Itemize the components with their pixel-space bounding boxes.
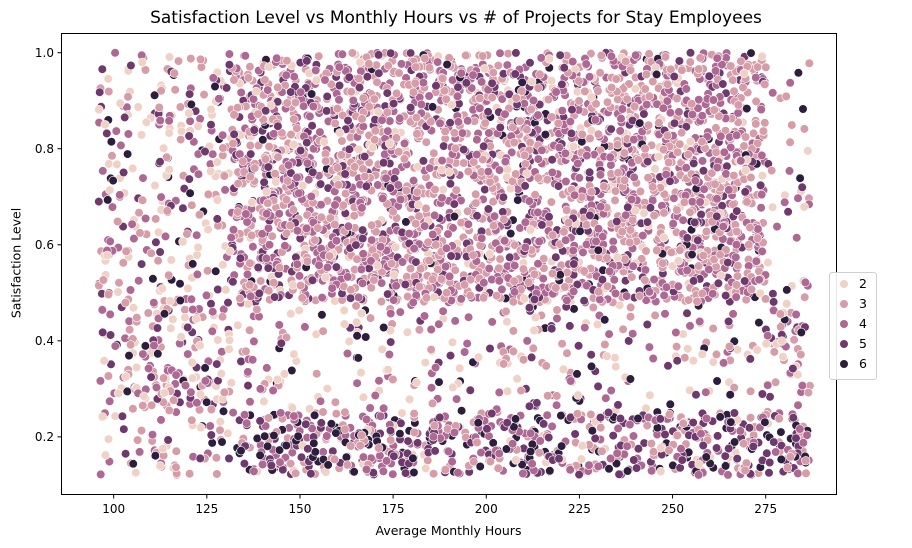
legend-label: 3 (859, 296, 867, 311)
legend: 2 3 4 5 6 (829, 272, 877, 380)
data-points (94, 48, 815, 480)
legend-marker-icon (840, 360, 848, 368)
y-tick-label: 0.2 (34, 429, 54, 444)
x-tick-label: 175 (381, 502, 405, 516)
x-tick-label: 225 (567, 502, 591, 516)
y-tick-label: 0.4 (34, 333, 54, 348)
legend-label: 5 (859, 336, 867, 351)
y-tick-label: 1.0 (34, 45, 54, 60)
x-tick-label: 150 (288, 502, 312, 516)
x-tick-label: 275 (754, 502, 778, 516)
legend-label: 6 (859, 356, 867, 371)
legend-item-6: 6 (830, 355, 876, 375)
axis-ticks (57, 52, 767, 499)
legend-item-2: 2 (830, 275, 876, 295)
legend-label: 4 (859, 316, 867, 331)
legend-item-4: 4 (830, 315, 876, 335)
legend-item-3: 3 (830, 295, 876, 315)
y-tick-label: 0.6 (34, 237, 54, 252)
x-tick-label: 100 (102, 502, 126, 516)
y-axis-label: Satisfaction Level (8, 207, 24, 319)
y-tick-label: 0.8 (34, 141, 54, 156)
x-tick-label: 250 (661, 502, 684, 516)
legend-label: 2 (859, 276, 867, 291)
legend-marker-icon (840, 300, 848, 308)
x-tick-label: 200 (474, 502, 498, 516)
legend-item-5: 5 (830, 335, 876, 355)
legend-marker-icon (840, 320, 848, 328)
x-axis-label: Average Monthly Hours (375, 523, 522, 538)
chart-title: Satisfaction Level vs Monthly Hours vs #… (150, 8, 762, 28)
plot-frame (61, 33, 837, 495)
legend-marker-icon (840, 280, 848, 288)
legend-marker-icon (840, 340, 848, 348)
x-tick-label: 125 (195, 502, 219, 516)
